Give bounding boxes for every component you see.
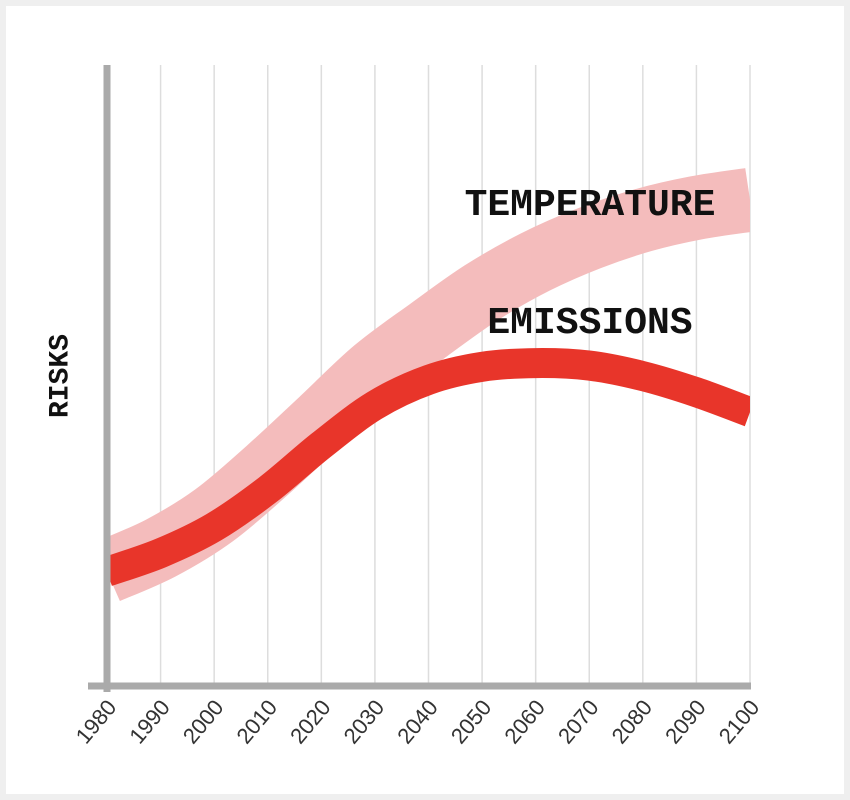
- y-axis-label: RISKS: [45, 334, 76, 418]
- series-label: TEMPERATURE: [465, 184, 716, 227]
- series-label: EMISSIONS: [487, 302, 692, 345]
- plot: [107, 168, 750, 602]
- series-line: [107, 348, 750, 586]
